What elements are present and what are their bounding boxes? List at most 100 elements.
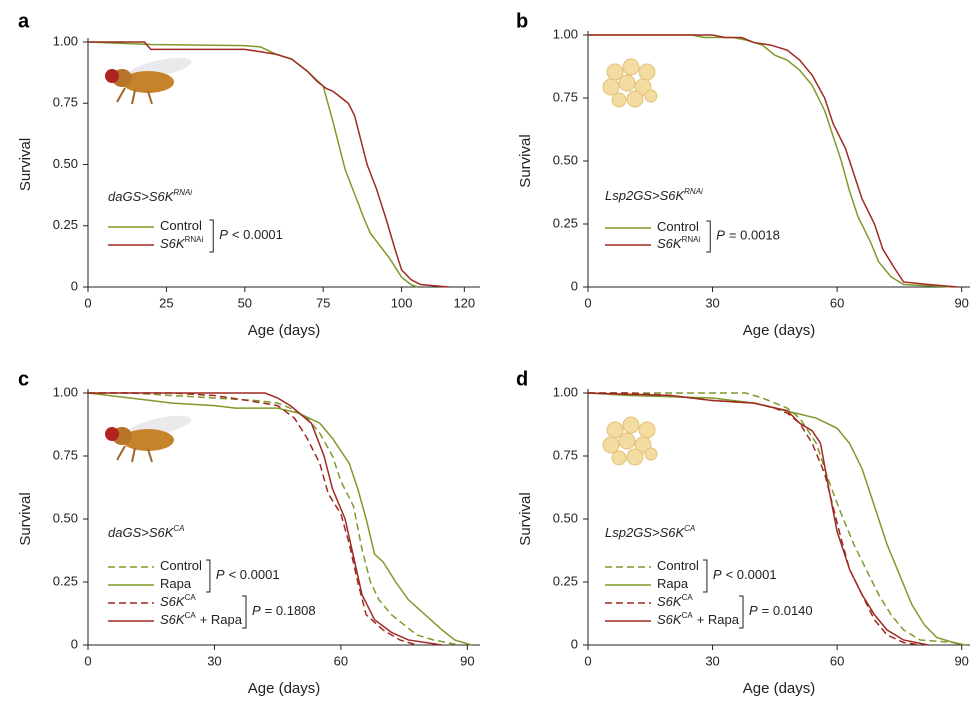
legend-entry: S6KCA + Rapa (160, 611, 243, 627)
legend-sup: CA (185, 611, 197, 620)
x-tick-label: 50 (238, 295, 252, 310)
y-tick-label: 1.00 (553, 26, 578, 41)
legend-entry: S6KCA (160, 593, 196, 609)
legend-name: Control (657, 219, 699, 234)
p-symbol: P (216, 567, 225, 582)
genotype-label: daGS>S6KRNAi (108, 188, 192, 204)
p-bracket (209, 219, 214, 253)
legend-name: Control (657, 558, 699, 573)
genotype-text: Lsp2GS>S6K (605, 188, 685, 203)
legend-sup: CA (185, 593, 197, 602)
x-tick-label: 60 (830, 653, 844, 668)
x-axis-label: Age (days) (743, 322, 816, 339)
x-tick-label: 30 (705, 295, 719, 310)
survival-curve (88, 392, 443, 646)
legend-entry: Control (657, 219, 699, 234)
genotype-label: daGS>S6KCA (108, 524, 185, 540)
survival-curve (88, 41, 449, 288)
y-tick-label: 0.75 (53, 95, 78, 110)
y-tick-label: 0.25 (553, 573, 578, 588)
legend-name: Rapa (160, 576, 192, 591)
genotype-sup: CA (684, 524, 695, 533)
p-bracket (702, 559, 708, 593)
x-axis-label: Age (days) (248, 322, 321, 339)
p-value: P = 0.1808 (252, 603, 316, 618)
p-symbol: P (219, 227, 228, 242)
legend-name: Rapa (657, 576, 689, 591)
x-tick-label: 0 (584, 653, 591, 668)
y-tick-label: 0.25 (53, 573, 78, 588)
legend-entry: Rapa (657, 576, 689, 591)
y-axis-label: Survival (17, 138, 34, 191)
p-text: < 0.0001 (229, 567, 280, 582)
legend-name: S6K (657, 612, 683, 627)
genotype-sup: RNAi (684, 187, 703, 196)
survival-curve (88, 392, 460, 646)
x-tick-label: 30 (207, 653, 221, 668)
p-text: = 0.0140 (762, 603, 813, 618)
p-text: < 0.0001 (726, 567, 777, 582)
x-tick-label: 100 (391, 295, 413, 310)
x-axis-label: Age (days) (743, 680, 816, 697)
y-tick-label: 0 (571, 636, 578, 651)
y-tick-label: 1.00 (553, 384, 578, 399)
y-axis-label: Survival (517, 134, 534, 187)
legend-name: Control (160, 218, 202, 233)
legend-name: S6K (657, 236, 683, 251)
genotype-sup: RNAi (173, 188, 192, 197)
p-bracket (242, 595, 247, 629)
survival-panel: b 0 30 60 90 0 0.25 0.50 0.75 1.00 Age (days) Survi… (516, 10, 970, 339)
p-value: P = 0.0018 (716, 228, 780, 243)
p-value: P < 0.0001 (216, 567, 280, 582)
survival-curve (587, 392, 929, 646)
survival-curve (88, 392, 417, 646)
legend-entry: S6KCA + Rapa (657, 611, 740, 627)
y-tick-label: 0.50 (53, 510, 78, 525)
p-text: = 0.1808 (265, 603, 316, 618)
legend-entry: Control (657, 558, 699, 573)
legend-name: S6K (160, 594, 186, 609)
y-tick-label: 0 (571, 278, 578, 293)
legend-name: S6K (160, 236, 186, 251)
fly-icon (105, 57, 192, 105)
legend-entry: Control (160, 218, 202, 233)
y-tick-label: 0.50 (53, 156, 78, 171)
legend-name: Control (160, 558, 202, 573)
y-tick-label: 0 (71, 636, 78, 651)
survival-curve (588, 392, 921, 646)
x-tick-label: 120 (453, 295, 475, 310)
legend-entry: S6KRNAi (657, 235, 700, 251)
fat-body-icon (602, 58, 658, 108)
survival-panel: a 0 25 50 75 100 120 0 0.25 0.50 0.75 1.00 Age (days… (17, 10, 480, 339)
survival-curve (588, 34, 958, 288)
survival-curve (87, 392, 472, 646)
fat-body-icon (602, 416, 658, 466)
genotype-text: daGS>S6K (108, 189, 175, 204)
p-value: P < 0.0001 (219, 227, 283, 242)
x-tick-label: 60 (830, 295, 844, 310)
legend-sup: RNAi (185, 235, 204, 244)
genotype-label: Lsp2GS>S6KRNAi (605, 187, 703, 203)
y-tick-label: 0.75 (553, 447, 578, 462)
legend-sup: RNAi (682, 235, 701, 244)
y-tick-label: 0.50 (553, 510, 578, 525)
y-axis-label: Survival (517, 492, 534, 545)
survival-curve (87, 41, 418, 288)
genotype-text: daGS>S6K (108, 525, 175, 540)
x-axis-label: Age (days) (248, 680, 321, 697)
legend-entry: S6KCA (657, 593, 693, 609)
p-bracket (739, 595, 744, 629)
legend-name: S6K (160, 612, 186, 627)
legend-suffix: + Rapa (697, 612, 740, 627)
y-tick-label: 0 (71, 278, 78, 293)
y-tick-label: 0.50 (553, 152, 578, 167)
survival-panel: c 0 30 60 90 0 0.25 0.50 0.75 1.00 Age (days) Survi… (17, 368, 480, 697)
p-symbol: P (713, 567, 722, 582)
panel-label: a (18, 10, 30, 32)
y-tick-label: 1.00 (53, 384, 78, 399)
panel-label: d (516, 368, 528, 390)
x-tick-label: 0 (584, 295, 591, 310)
legend-entry: Control (160, 558, 202, 573)
legend-sup: CA (682, 593, 694, 602)
